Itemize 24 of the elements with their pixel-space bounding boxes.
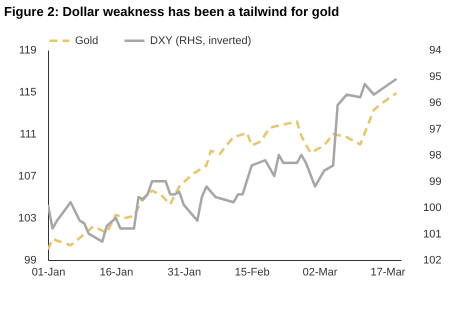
legend-label: DXY (RHS, inverted) bbox=[150, 34, 252, 47]
x-tick-label: 17-Mar bbox=[370, 266, 406, 278]
y2-tick-label: 97 bbox=[429, 123, 442, 136]
y2-tick-label: 99 bbox=[429, 176, 442, 188]
y2-tick-label: 96 bbox=[429, 97, 442, 109]
x-tick-label: 31-Jan bbox=[167, 266, 202, 278]
y2-tick-label: 95 bbox=[429, 70, 442, 83]
y2-tick-label: 94 bbox=[429, 44, 442, 56]
y-tick-label: 99 bbox=[24, 254, 36, 266]
x-tick-label: 01-Jan bbox=[32, 266, 66, 278]
x-tick-label: 16-Jan bbox=[100, 266, 134, 278]
chart-title: Figure 2: Dollar weakness has been a tailwind for gold bbox=[4, 4, 340, 19]
x-tick-label: 02-Mar bbox=[302, 266, 338, 278]
y-tick-label: 119 bbox=[18, 44, 36, 56]
y-tick-label: 103 bbox=[18, 212, 36, 224]
legend-label: Gold bbox=[75, 34, 98, 47]
y2-tick-label: 102 bbox=[423, 254, 442, 266]
y-tick-label: 115 bbox=[18, 86, 36, 98]
y2-tick-label: 98 bbox=[429, 150, 442, 162]
y-tick-label: 111 bbox=[20, 128, 36, 140]
x-tick-label: 15-Feb bbox=[234, 266, 270, 278]
y2-tick-label: 100 bbox=[423, 202, 442, 214]
y2-tick-label: 101 bbox=[423, 228, 442, 240]
y-tick-label: 107 bbox=[18, 170, 36, 182]
